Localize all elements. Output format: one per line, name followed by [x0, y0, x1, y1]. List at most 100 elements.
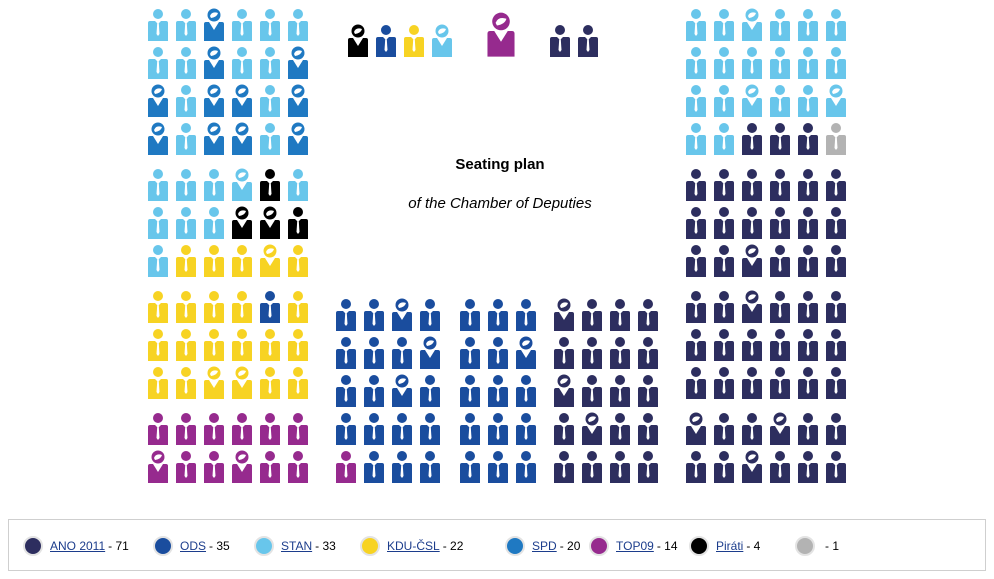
- seat-ods[interactable]: [515, 298, 537, 332]
- seat-stan[interactable]: [825, 46, 847, 80]
- seat-kdu[interactable]: [147, 328, 169, 362]
- seat-ods[interactable]: [419, 374, 441, 408]
- seat-kdu[interactable]: [403, 24, 425, 58]
- seat-stan[interactable]: [147, 168, 169, 202]
- seat-top09[interactable]: [147, 450, 169, 484]
- seat-ano[interactable]: [713, 412, 735, 446]
- seat-spd[interactable]: [203, 8, 225, 42]
- seat-stan[interactable]: [713, 122, 735, 156]
- seat-spd[interactable]: [287, 46, 309, 80]
- seat-spd[interactable]: [287, 122, 309, 156]
- seat-ano[interactable]: [713, 366, 735, 400]
- seat-ano[interactable]: [609, 374, 631, 408]
- seat-top09[interactable]: [147, 412, 169, 446]
- seat-ano[interactable]: [553, 298, 575, 332]
- seat-kdu[interactable]: [175, 366, 197, 400]
- seat-stan[interactable]: [741, 8, 763, 42]
- seat-ano[interactable]: [549, 24, 571, 58]
- seat-kdu[interactable]: [175, 244, 197, 278]
- seat-ano[interactable]: [825, 412, 847, 446]
- seat-ano[interactable]: [553, 412, 575, 446]
- seat-ano[interactable]: [713, 168, 735, 202]
- seat-ods[interactable]: [487, 412, 509, 446]
- seat-ods[interactable]: [391, 450, 413, 484]
- seat-stan[interactable]: [797, 84, 819, 118]
- seat-ano[interactable]: [581, 374, 603, 408]
- seat-stan[interactable]: [203, 168, 225, 202]
- seat-ods[interactable]: [363, 336, 385, 370]
- seat-top09[interactable]: [259, 450, 281, 484]
- seat-stan[interactable]: [175, 8, 197, 42]
- seat-ano[interactable]: [797, 168, 819, 202]
- legend-party-link[interactable]: TOP09: [616, 539, 654, 553]
- seat-kdu[interactable]: [259, 366, 281, 400]
- seat-ods[interactable]: [419, 412, 441, 446]
- seat-spd[interactable]: [203, 122, 225, 156]
- seat-ano[interactable]: [741, 366, 763, 400]
- seat-spd[interactable]: [287, 84, 309, 118]
- seat-stan[interactable]: [203, 206, 225, 240]
- seat-stan[interactable]: [287, 8, 309, 42]
- legend-party-link[interactable]: STAN: [281, 539, 313, 553]
- seat-ods[interactable]: [515, 450, 537, 484]
- seat-ano[interactable]: [825, 328, 847, 362]
- seat-spd[interactable]: [147, 122, 169, 156]
- seat-ano[interactable]: [797, 450, 819, 484]
- seat-spd[interactable]: [231, 84, 253, 118]
- seat-stan[interactable]: [797, 46, 819, 80]
- seat-ano[interactable]: [685, 412, 707, 446]
- legend-party-link[interactable]: SPD: [532, 539, 557, 553]
- seat-ods[interactable]: [459, 374, 481, 408]
- seat-top09[interactable]: [231, 450, 253, 484]
- seat-ano[interactable]: [769, 450, 791, 484]
- seat-ods[interactable]: [335, 298, 357, 332]
- seat-ano[interactable]: [769, 206, 791, 240]
- seat-kdu[interactable]: [259, 244, 281, 278]
- seat-ano[interactable]: [637, 450, 659, 484]
- seat-top09[interactable]: [203, 412, 225, 446]
- seat-ano[interactable]: [825, 366, 847, 400]
- seat-ano[interactable]: [637, 374, 659, 408]
- seat-ano[interactable]: [609, 336, 631, 370]
- seat-ods[interactable]: [487, 450, 509, 484]
- seat-stan[interactable]: [147, 206, 169, 240]
- seat-ano[interactable]: [637, 336, 659, 370]
- seat-top09[interactable]: [231, 412, 253, 446]
- seat-ano[interactable]: [609, 298, 631, 332]
- seat-stan[interactable]: [259, 46, 281, 80]
- seat-stan[interactable]: [741, 84, 763, 118]
- seat-kdu[interactable]: [231, 328, 253, 362]
- seat-ano[interactable]: [713, 290, 735, 324]
- seat-ano[interactable]: [741, 244, 763, 278]
- seat-ano[interactable]: [741, 168, 763, 202]
- seat-stan[interactable]: [231, 46, 253, 80]
- seat-ind[interactable]: [825, 122, 847, 156]
- seat-ano[interactable]: [825, 244, 847, 278]
- seat-ods[interactable]: [363, 412, 385, 446]
- seat-ano[interactable]: [577, 24, 599, 58]
- seat-stan[interactable]: [741, 46, 763, 80]
- seat-ano[interactable]: [553, 336, 575, 370]
- seat-ano[interactable]: [713, 244, 735, 278]
- seat-ods[interactable]: [459, 298, 481, 332]
- seat-stan[interactable]: [685, 8, 707, 42]
- seat-pir[interactable]: [347, 24, 369, 58]
- seat-ano[interactable]: [685, 328, 707, 362]
- seat-stan[interactable]: [175, 46, 197, 80]
- seat-ano[interactable]: [637, 412, 659, 446]
- seat-ods[interactable]: [487, 298, 509, 332]
- seat-ano[interactable]: [769, 168, 791, 202]
- seat-ano[interactable]: [637, 298, 659, 332]
- seat-stan[interactable]: [175, 168, 197, 202]
- seat-ods[interactable]: [375, 24, 397, 58]
- seat-pir[interactable]: [231, 206, 253, 240]
- legend-party-link[interactable]: Piráti: [716, 539, 744, 553]
- seat-kdu[interactable]: [287, 290, 309, 324]
- seat-ods[interactable]: [515, 336, 537, 370]
- seat-ods[interactable]: [391, 412, 413, 446]
- seat-ano[interactable]: [685, 244, 707, 278]
- seat-ano[interactable]: [581, 450, 603, 484]
- seat-ano[interactable]: [769, 366, 791, 400]
- seat-ano[interactable]: [825, 168, 847, 202]
- seat-top09[interactable]: [175, 450, 197, 484]
